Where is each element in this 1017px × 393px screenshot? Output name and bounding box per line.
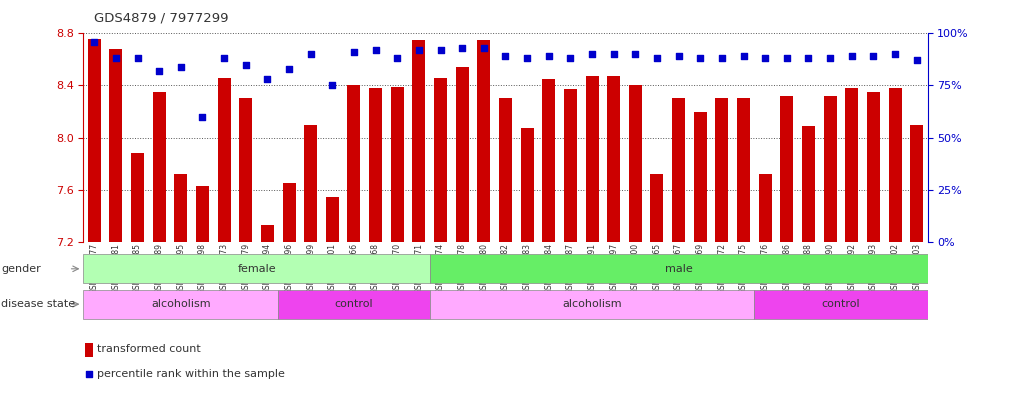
Point: [887, 51, 903, 57]
Bar: [802, 126, 815, 242]
Point: [238, 61, 254, 68]
Point: [108, 55, 124, 62]
Point: [800, 55, 817, 62]
Bar: [780, 96, 793, 242]
Bar: [759, 174, 772, 242]
Bar: [261, 225, 274, 242]
Point: [714, 55, 730, 62]
Bar: [85, 343, 93, 357]
Bar: [110, 49, 122, 242]
Point: [86, 39, 103, 45]
Point: [757, 55, 773, 62]
Point: [194, 114, 211, 120]
Bar: [866, 92, 880, 242]
Point: [454, 45, 470, 51]
Point: [129, 55, 145, 62]
Point: [735, 53, 752, 59]
Bar: [737, 99, 750, 242]
Bar: [672, 99, 685, 242]
Point: [693, 55, 709, 62]
Bar: [87, 39, 101, 242]
Point: [367, 47, 383, 53]
Text: alcoholism: alcoholism: [151, 299, 211, 309]
Point: [432, 47, 448, 53]
Point: [649, 55, 665, 62]
Bar: [456, 67, 469, 242]
Text: alcoholism: alcoholism: [562, 299, 621, 309]
Point: [346, 49, 362, 55]
Point: [519, 55, 535, 62]
Bar: [174, 174, 187, 242]
Bar: [586, 76, 599, 242]
Point: [81, 371, 98, 377]
Bar: [629, 85, 642, 242]
Point: [390, 55, 406, 62]
Bar: [910, 125, 923, 242]
Text: percentile rank within the sample: percentile rank within the sample: [97, 369, 285, 379]
Bar: [304, 125, 317, 242]
Bar: [651, 174, 663, 242]
Bar: [434, 78, 447, 242]
Point: [670, 53, 686, 59]
Point: [411, 47, 427, 53]
Bar: [889, 88, 901, 242]
Point: [259, 76, 276, 83]
Bar: [477, 40, 490, 242]
Point: [865, 53, 882, 59]
Bar: [196, 186, 208, 242]
Bar: [563, 89, 577, 242]
Bar: [521, 129, 534, 242]
Bar: [83, 290, 279, 319]
Point: [844, 53, 860, 59]
Point: [779, 55, 795, 62]
Bar: [824, 96, 837, 242]
Bar: [348, 85, 360, 242]
Point: [908, 57, 924, 64]
Point: [302, 51, 318, 57]
Point: [822, 55, 838, 62]
Bar: [755, 290, 928, 319]
Text: transformed count: transformed count: [97, 344, 200, 354]
Bar: [430, 290, 755, 319]
Point: [605, 51, 621, 57]
Bar: [218, 78, 231, 242]
Bar: [279, 290, 430, 319]
Bar: [83, 254, 430, 283]
Bar: [131, 153, 144, 242]
Text: gender: gender: [1, 264, 41, 274]
Bar: [430, 254, 928, 283]
Point: [627, 51, 644, 57]
Bar: [369, 88, 382, 242]
Point: [562, 55, 579, 62]
Point: [541, 53, 557, 59]
Point: [151, 68, 167, 74]
Bar: [845, 88, 858, 242]
Point: [281, 66, 297, 72]
Text: male: male: [665, 264, 693, 274]
Bar: [325, 197, 339, 242]
Text: female: female: [237, 264, 276, 274]
Bar: [391, 87, 404, 242]
Point: [584, 51, 600, 57]
Bar: [153, 92, 166, 242]
Text: disease state: disease state: [1, 299, 75, 309]
Bar: [607, 76, 620, 242]
Bar: [412, 40, 425, 242]
Point: [476, 45, 492, 51]
Bar: [715, 99, 728, 242]
Point: [173, 64, 189, 70]
Point: [324, 82, 341, 88]
Bar: [542, 79, 555, 242]
Bar: [694, 112, 707, 242]
Point: [216, 55, 232, 62]
Text: control: control: [822, 299, 860, 309]
Text: GDS4879 / 7977299: GDS4879 / 7977299: [94, 12, 228, 25]
Point: [497, 53, 514, 59]
Bar: [239, 99, 252, 242]
Bar: [283, 183, 296, 242]
Text: control: control: [335, 299, 373, 309]
Bar: [499, 99, 512, 242]
